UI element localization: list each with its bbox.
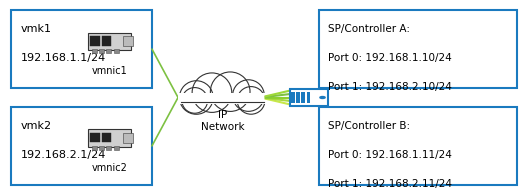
Ellipse shape <box>237 87 265 114</box>
FancyBboxPatch shape <box>106 49 111 53</box>
FancyBboxPatch shape <box>88 33 131 50</box>
FancyBboxPatch shape <box>88 129 131 147</box>
Text: Port 0: 192.168.1.10/24: Port 0: 192.168.1.10/24 <box>328 53 452 63</box>
Text: vmk1: vmk1 <box>20 24 52 34</box>
FancyBboxPatch shape <box>11 10 152 88</box>
FancyBboxPatch shape <box>101 36 111 46</box>
FancyBboxPatch shape <box>290 89 328 106</box>
Ellipse shape <box>179 81 213 114</box>
Text: 192.168.2.1/24: 192.168.2.1/24 <box>20 150 106 160</box>
Text: Port 0: 192.168.1.11/24: Port 0: 192.168.1.11/24 <box>328 150 452 160</box>
FancyBboxPatch shape <box>113 146 119 150</box>
FancyBboxPatch shape <box>90 36 100 46</box>
Ellipse shape <box>192 73 232 112</box>
Circle shape <box>320 97 325 98</box>
FancyBboxPatch shape <box>319 10 517 88</box>
Text: SP/Controller B:: SP/Controller B: <box>328 121 411 131</box>
FancyBboxPatch shape <box>178 94 272 104</box>
FancyBboxPatch shape <box>301 92 305 103</box>
FancyBboxPatch shape <box>113 49 119 53</box>
FancyBboxPatch shape <box>106 146 111 150</box>
Text: vmnic2: vmnic2 <box>92 163 128 173</box>
Text: Port 1: 192.168.2.11/24: Port 1: 192.168.2.11/24 <box>328 179 452 189</box>
Text: vmnic1: vmnic1 <box>92 66 128 76</box>
Ellipse shape <box>210 72 250 111</box>
Ellipse shape <box>233 80 264 111</box>
FancyBboxPatch shape <box>291 92 294 103</box>
FancyBboxPatch shape <box>99 146 104 150</box>
FancyBboxPatch shape <box>92 146 97 150</box>
FancyBboxPatch shape <box>101 133 111 142</box>
Text: 192.168.1.1/24: 192.168.1.1/24 <box>20 53 106 63</box>
FancyBboxPatch shape <box>306 92 310 103</box>
Text: SP/Controller A:: SP/Controller A: <box>328 24 410 34</box>
FancyBboxPatch shape <box>178 93 272 104</box>
FancyBboxPatch shape <box>123 36 133 46</box>
FancyBboxPatch shape <box>319 107 517 185</box>
Text: vmk2: vmk2 <box>20 121 52 131</box>
FancyBboxPatch shape <box>296 92 300 103</box>
FancyBboxPatch shape <box>90 133 100 142</box>
FancyBboxPatch shape <box>92 49 97 53</box>
Ellipse shape <box>182 88 208 113</box>
FancyBboxPatch shape <box>99 49 104 53</box>
FancyBboxPatch shape <box>123 133 133 143</box>
Text: Port 1: 192.168.2.10/24: Port 1: 192.168.2.10/24 <box>328 82 452 92</box>
Text: IP
Network: IP Network <box>200 110 244 132</box>
FancyBboxPatch shape <box>11 107 152 185</box>
